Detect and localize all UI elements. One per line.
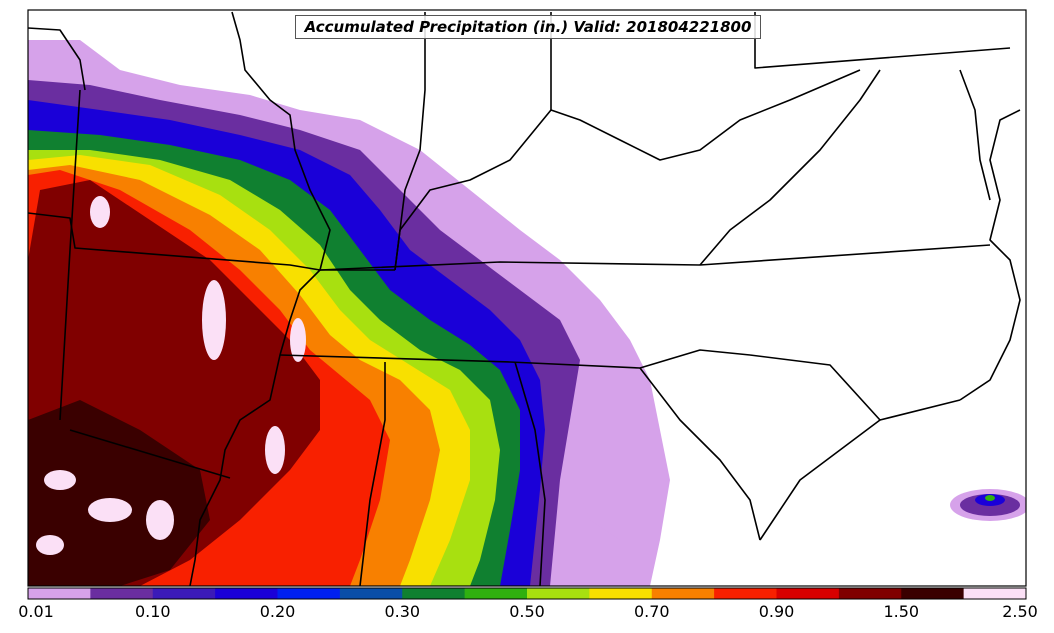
precip-band-2-00 — [28, 400, 210, 586]
colorbar-segment — [464, 588, 528, 599]
colorbar-tick-label: 0.50 — [509, 602, 545, 621]
colorbar-tick-label: 0.01 — [18, 602, 54, 621]
colorbar-segment — [402, 588, 466, 599]
colorbar-segment — [776, 588, 840, 599]
border-mississippi-river — [189, 11, 331, 586]
offshore-precip-cell — [950, 489, 1026, 521]
precipitation-field — [28, 40, 1026, 586]
border-alabama-georgia — [514, 361, 546, 586]
colorbar — [28, 588, 1027, 599]
map-frame — [27, 9, 1027, 587]
chesapeake-bay — [959, 69, 991, 201]
precip-band-0-01-east — [560, 380, 660, 540]
colorbar-tick-label: 0.30 — [384, 602, 421, 621]
border-kentucky-tennessee — [319, 244, 991, 271]
colorbar-segment — [901, 588, 965, 599]
colorbar-segment — [963, 588, 1027, 599]
colorbar-tick-label: 0.10 — [134, 602, 171, 621]
colorbar-segment — [90, 588, 154, 599]
border-louisiana-arkansas — [69, 429, 231, 479]
coastline-southeast — [759, 419, 881, 541]
state-boundaries — [28, 11, 1021, 586]
precip-band-2-50-cells — [36, 196, 306, 555]
border-mississippi-alabama — [359, 362, 386, 586]
colorbar-segment — [527, 588, 590, 599]
coastline-atlantic — [959, 109, 1021, 401]
colorbar-tick-label: 0.90 — [758, 602, 795, 621]
border-virginia-wv — [699, 69, 881, 266]
border-kansas-missouri — [28, 27, 86, 91]
colorbar-segment — [215, 588, 278, 599]
colorbar-segment — [152, 588, 216, 599]
border-north-south-carolina — [749, 354, 961, 421]
colorbar-tick-label: 1.50 — [883, 602, 920, 621]
border-georgia-carolinas — [639, 367, 761, 541]
colorbar-segment — [838, 588, 902, 599]
colorbar-segment — [28, 588, 91, 599]
colorbar-segment — [277, 588, 341, 599]
colorbar-tick-label: 2.50 — [1002, 602, 1038, 621]
colorbar-segment — [714, 588, 777, 599]
colorbar-segment — [589, 588, 653, 599]
map-title: Accumulated Precipitation (in.) Valid: 2… — [295, 15, 761, 39]
border-oklahoma-arkansas — [59, 89, 81, 421]
colorbar-tick-label: 0.70 — [633, 602, 670, 621]
colorbar-segment — [651, 588, 715, 599]
border-ohio-river — [394, 69, 861, 271]
colorbar-tick-label: 0.20 — [259, 602, 296, 621]
colorbar-segment — [339, 588, 403, 599]
colorbar-frame — [27, 587, 1027, 600]
